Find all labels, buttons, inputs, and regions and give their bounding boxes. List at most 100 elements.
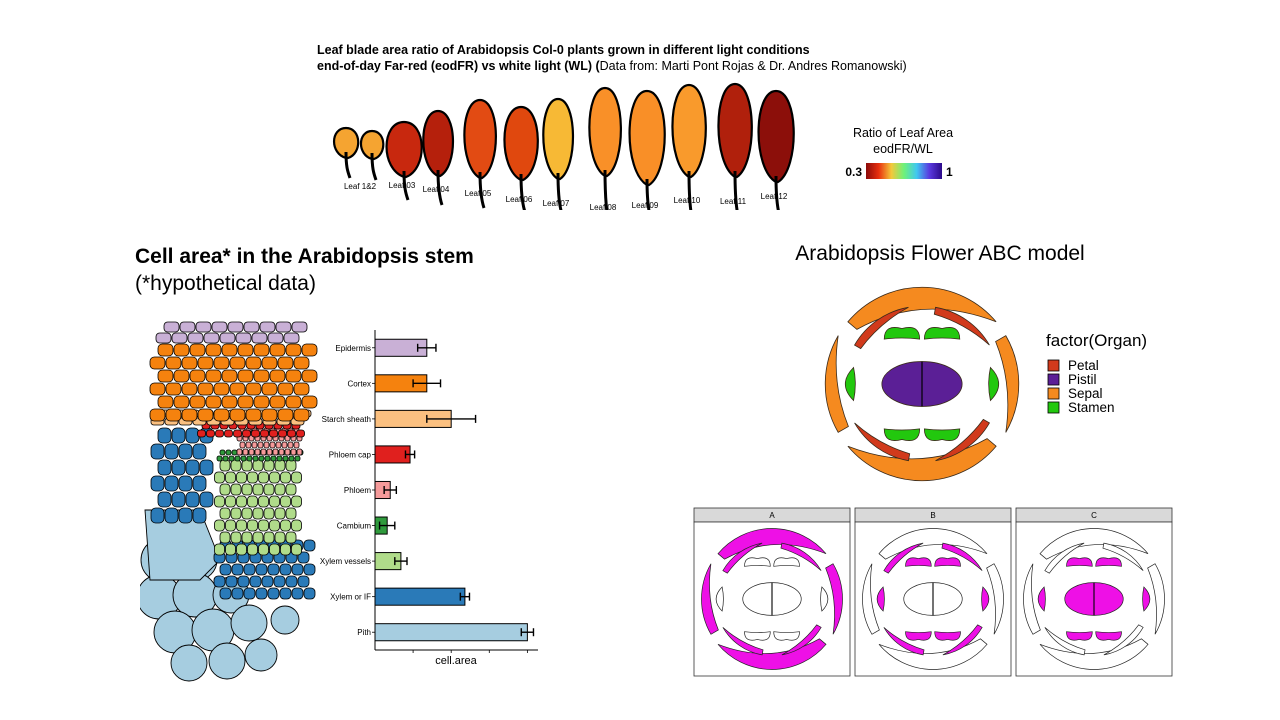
stem-xylem-vessel-cell bbox=[258, 495, 269, 508]
stem-pith-cell bbox=[244, 638, 278, 672]
stem-xylem-if-cell bbox=[150, 475, 165, 492]
leaf-title-line1: Leaf blade area ratio of Arabidopsis Col… bbox=[317, 43, 810, 57]
stem-epidermis-cell bbox=[171, 332, 188, 344]
stem-xylem-vessel-cell bbox=[236, 519, 247, 532]
stem-cortex-cell bbox=[157, 369, 174, 383]
stem-xylem-if-cell bbox=[178, 507, 193, 524]
stem-phloem-cell bbox=[275, 441, 282, 449]
leaf-legend-min: 0.3 bbox=[845, 165, 862, 179]
stem-pith-cell bbox=[270, 605, 300, 635]
stem-phloem-cell bbox=[296, 448, 303, 456]
stem-xylem-if-cell bbox=[157, 491, 172, 508]
stem-xylem-vessel-cell bbox=[285, 507, 297, 520]
leaf-legend-title-1: Ratio of Leaf Area bbox=[853, 126, 953, 140]
leaf-blade bbox=[385, 120, 423, 201]
stem-phloem-cell bbox=[290, 448, 297, 456]
stem-xylem-if-cell bbox=[243, 563, 256, 576]
sepal-shape bbox=[1023, 563, 1041, 635]
stem-cortex-cell bbox=[173, 369, 190, 383]
stem-phloem-cell bbox=[278, 448, 285, 456]
stem-xylem-if-cell bbox=[249, 575, 262, 588]
stem-cortex-cell bbox=[181, 382, 198, 396]
stem-phloem-cap-cell bbox=[260, 429, 269, 438]
leaf-blade bbox=[588, 86, 622, 210]
stem-phloem-cell bbox=[284, 448, 291, 456]
stem-panel-title: Cell area* in the Arabidopsis stem (*hyp… bbox=[135, 243, 474, 297]
stem-xylem-vessel-cell bbox=[291, 519, 302, 532]
stem-xylem-if-cell bbox=[291, 563, 304, 576]
stem-xylem-if-cell bbox=[171, 491, 186, 508]
error-bar bbox=[378, 521, 396, 530]
stem-cortex-cell bbox=[301, 395, 318, 409]
petal-shape bbox=[780, 542, 822, 571]
stem-xylem-vessel-cell bbox=[214, 543, 225, 556]
stem-xylem-vessel-cell bbox=[258, 519, 269, 532]
stem-xylem-if-cell bbox=[219, 587, 232, 600]
stem-cortex-cell bbox=[237, 395, 254, 409]
leaf-label: Leaf 07 bbox=[543, 199, 570, 208]
stem-xylem-if-cell bbox=[225, 575, 238, 588]
stem-cambium-cell bbox=[234, 455, 241, 462]
leaf-silhouette-chart: Leaf 1&2 Leaf 03 Leaf 04 Leaf 05 Leaf 06 Leaf… bbox=[332, 82, 953, 210]
stem-xylem-vessel-cell bbox=[280, 519, 291, 532]
stem-xylem-vessel-cell bbox=[263, 459, 275, 472]
stem-cortex-cell bbox=[189, 395, 206, 409]
sepal-shape bbox=[1039, 638, 1149, 670]
error-bar bbox=[404, 450, 416, 459]
stem-xylem-vessel-cell bbox=[241, 483, 253, 496]
stem-xylem-if-cell bbox=[237, 575, 250, 588]
stem-xylem-vessel-cell bbox=[269, 519, 280, 532]
stem-xylem-vessel-cell bbox=[230, 507, 242, 520]
leaf-label: Leaf 04 bbox=[423, 185, 450, 194]
stem-cortex-cell bbox=[261, 408, 278, 422]
legend-swatch-sepal bbox=[1047, 387, 1060, 400]
stem-cortex-cell bbox=[189, 369, 206, 383]
stem-phloem-cap-cell bbox=[242, 429, 251, 438]
sepal-shape bbox=[824, 335, 849, 433]
stem-xylem-vessel-cell bbox=[225, 543, 236, 556]
stem-xylem-if-cell bbox=[267, 587, 280, 600]
petal-shape bbox=[933, 306, 990, 346]
bar-category-label: Cortex bbox=[347, 379, 371, 388]
stem-xylem-if-cell bbox=[273, 575, 286, 588]
stem-phloem-cell bbox=[245, 441, 252, 449]
bar-xylem-or-if bbox=[374, 587, 466, 606]
stem-cortex-cell bbox=[269, 369, 286, 383]
stem-cortex-cell bbox=[253, 395, 270, 409]
stem-phloem-cell bbox=[287, 441, 294, 449]
stem-cortex-cell bbox=[285, 343, 302, 357]
legend-label-petal: Petal bbox=[1068, 358, 1099, 373]
stamen-shape bbox=[923, 327, 961, 340]
stem-epidermis-cell bbox=[227, 321, 244, 333]
bar-category-label: Starch sheath bbox=[322, 415, 371, 424]
stem-cortex-cell bbox=[213, 408, 230, 422]
stem-cambium-cell bbox=[222, 455, 229, 462]
stem-xylem-vessel-cell bbox=[280, 471, 291, 484]
stem-cortex-cell bbox=[229, 356, 246, 370]
error-bar bbox=[416, 343, 437, 352]
stamen-shape bbox=[883, 428, 921, 441]
leaf-title-line2-source: Data from: Marti Pont Rojas & Dr. Andres… bbox=[599, 59, 907, 73]
leaf-blade bbox=[757, 89, 795, 210]
stem-cortex-cell bbox=[157, 343, 174, 357]
stem-epidermis-cell bbox=[243, 321, 260, 333]
bar-category-label: Xylem vessels bbox=[320, 557, 371, 566]
leaf-label: Leaf 03 bbox=[389, 181, 416, 190]
legend-swatch-stamen bbox=[1047, 401, 1060, 414]
stamen-shape bbox=[905, 631, 932, 641]
error-bar bbox=[383, 486, 398, 494]
stem-cambium-cell bbox=[231, 449, 238, 456]
stem-xylem-if-cell bbox=[192, 443, 207, 460]
stem-cortex-cell bbox=[229, 382, 246, 396]
leaf-label: Leaf 12 bbox=[761, 192, 788, 201]
stem-xylem-vessel-cell bbox=[269, 495, 280, 508]
stem-xylem-vessel-cell bbox=[230, 459, 242, 472]
stamen-shape bbox=[773, 557, 800, 567]
bar-category-label: Phloem cap bbox=[329, 450, 372, 459]
stem-phloem-cell bbox=[293, 441, 300, 449]
stem-cortex-cell bbox=[189, 343, 206, 357]
petal-shape bbox=[941, 542, 983, 571]
stem-epidermis-cell bbox=[267, 332, 284, 344]
stem-xylem-if-cell bbox=[303, 587, 316, 600]
